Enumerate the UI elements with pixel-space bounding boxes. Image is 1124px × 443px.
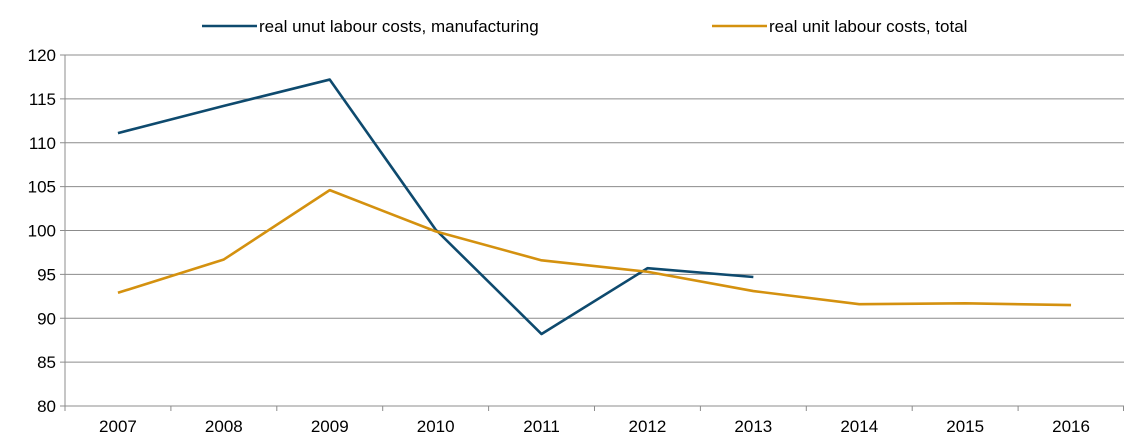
y-tick-label: 100 — [28, 222, 56, 241]
x-tick-label: 2008 — [205, 417, 243, 436]
series-line-2 — [117, 188, 1072, 307]
x-tick-label: 2013 — [734, 417, 772, 436]
y-tick-label: 105 — [28, 178, 56, 197]
series-lines — [117, 78, 1072, 336]
x-tick-label: 2016 — [1052, 417, 1090, 436]
axes: 80 85 90 95 100 105 110 115 120 2007 2008 2009 2010 2… — [28, 46, 1124, 436]
legend-label: real unit labour costs, total — [769, 17, 967, 36]
y-tick-label: 115 — [29, 90, 56, 109]
x-tick-label: 2010 — [417, 417, 455, 436]
y-tick-label: 80 — [37, 397, 56, 416]
y-tick-label: 90 — [37, 309, 56, 328]
x-tick-label: 2015 — [946, 417, 984, 436]
x-tick-label: 2014 — [840, 417, 878, 436]
legend-label: real unut labour costs, manufacturing — [259, 17, 539, 36]
legend: real unut labour costs, manufacturing rea… — [202, 17, 967, 36]
series-line-1 — [117, 78, 754, 336]
y-tick-label: 95 — [37, 265, 56, 284]
gridlines — [65, 54, 1124, 363]
y-tick-label: 85 — [37, 353, 56, 372]
x-tick-label: 2009 — [311, 417, 349, 436]
x-tick-label: 2012 — [629, 417, 667, 436]
x-tick-label: 2011 — [523, 417, 560, 436]
y-tick-label: 120 — [28, 46, 56, 65]
x-tick-label: 2007 — [99, 417, 137, 436]
y-tick-label: 110 — [29, 134, 56, 153]
legend-item-1: real unut labour costs, manufacturing — [202, 17, 539, 36]
legend-item-2: real unit labour costs, total — [712, 17, 967, 36]
